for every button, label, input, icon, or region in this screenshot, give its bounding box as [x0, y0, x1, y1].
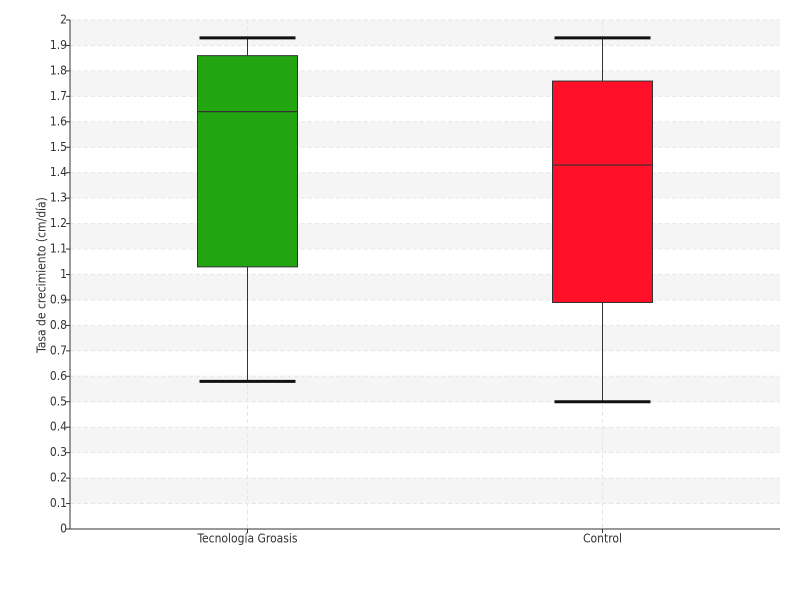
x-tick-label: Control — [583, 532, 622, 546]
grid-band — [70, 20, 780, 46]
y-tick-label: 0.1 — [50, 496, 67, 510]
grid-band — [70, 70, 780, 97]
y-tick-label: 1.7 — [50, 89, 67, 103]
x-tick-label: Tecnología Groasis — [196, 532, 297, 546]
y-tick-label: 1.3 — [50, 191, 67, 205]
y-axis-label: Tasa de crecimiento (cm/día) — [35, 197, 49, 354]
box — [197, 55, 298, 268]
y-tick-label: 1 — [60, 267, 67, 281]
grid-band — [70, 376, 780, 402]
grid-band — [70, 427, 780, 453]
y-tick-label: 1.2 — [50, 216, 67, 230]
y-tick-label: 0.5 — [50, 394, 67, 408]
y-tick-label: 0.7 — [50, 343, 67, 357]
box — [552, 80, 653, 303]
y-tick-label: 1.4 — [50, 165, 67, 179]
y-tick-label: 0.9 — [50, 292, 67, 306]
y-tick-label: 1.6 — [50, 114, 67, 128]
grid-band — [70, 172, 780, 199]
grid-band — [70, 121, 780, 148]
grid-band — [70, 274, 780, 300]
y-tick-label: 0.6 — [50, 369, 67, 383]
y-tick-label: 1.1 — [50, 242, 67, 256]
y-tick-label: 1.8 — [50, 63, 67, 77]
y-tick-label: 0.2 — [50, 471, 67, 485]
grid-band — [70, 223, 780, 250]
grid-band — [70, 325, 780, 351]
y-tick-label: 1.9 — [50, 38, 67, 52]
y-tick-label: 0 — [60, 522, 67, 536]
y-tick-label: 1.5 — [50, 140, 67, 154]
grid-band — [70, 478, 780, 504]
y-tick-label: 0.3 — [50, 445, 67, 459]
y-tick-label: 0.8 — [50, 318, 67, 332]
y-tick-label: 2 — [60, 13, 67, 27]
y-tick-label: 0.4 — [50, 420, 67, 434]
